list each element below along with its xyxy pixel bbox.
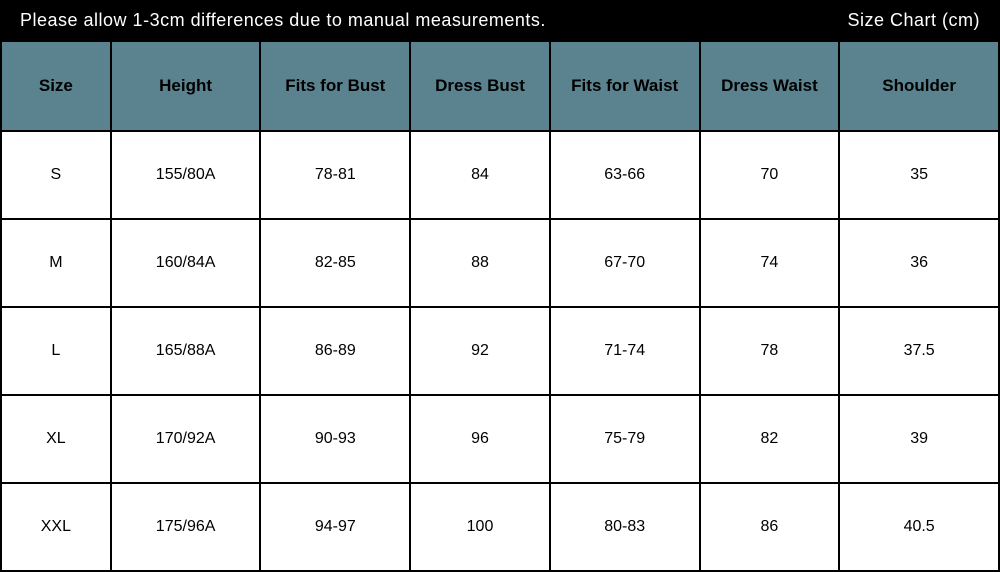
cell-fits-waist: 63-66 (550, 131, 700, 219)
table-row: S 155/80A 78-81 84 63-66 70 35 (1, 131, 999, 219)
col-header-fits-bust: Fits for Bust (260, 41, 410, 131)
cell-fits-bust: 82-85 (260, 219, 410, 307)
cell-height: 175/96A (111, 483, 261, 571)
size-chart-table: Size Height Fits for Bust Dress Bust Fit… (0, 40, 1000, 572)
cell-size: L (1, 307, 111, 395)
table-row: M 160/84A 82-85 88 67-70 74 36 (1, 219, 999, 307)
cell-dress-waist: 74 (700, 219, 840, 307)
banner: Please allow 1-3cm differences due to ma… (0, 0, 1000, 40)
cell-dress-bust: 88 (410, 219, 550, 307)
cell-fits-waist: 75-79 (550, 395, 700, 483)
cell-fits-bust: 94-97 (260, 483, 410, 571)
cell-size: XL (1, 395, 111, 483)
table-row: XXL 175/96A 94-97 100 80-83 86 40.5 (1, 483, 999, 571)
cell-height: 160/84A (111, 219, 261, 307)
cell-dress-bust: 96 (410, 395, 550, 483)
cell-shoulder: 39 (839, 395, 999, 483)
cell-shoulder: 37.5 (839, 307, 999, 395)
cell-dress-waist: 86 (700, 483, 840, 571)
cell-size: XXL (1, 483, 111, 571)
table-row: XL 170/92A 90-93 96 75-79 82 39 (1, 395, 999, 483)
cell-size: S (1, 131, 111, 219)
cell-shoulder: 36 (839, 219, 999, 307)
cell-dress-waist: 78 (700, 307, 840, 395)
cell-dress-waist: 82 (700, 395, 840, 483)
cell-fits-bust: 78-81 (260, 131, 410, 219)
cell-fits-bust: 86-89 (260, 307, 410, 395)
col-header-dress-waist: Dress Waist (700, 41, 840, 131)
table-row: L 165/88A 86-89 92 71-74 78 37.5 (1, 307, 999, 395)
col-header-shoulder: Shoulder (839, 41, 999, 131)
cell-fits-bust: 90-93 (260, 395, 410, 483)
col-header-size: Size (1, 41, 111, 131)
cell-dress-bust: 84 (410, 131, 550, 219)
col-header-dress-bust: Dress Bust (410, 41, 550, 131)
cell-dress-bust: 92 (410, 307, 550, 395)
cell-fits-waist: 67-70 (550, 219, 700, 307)
cell-shoulder: 40.5 (839, 483, 999, 571)
table-header-row: Size Height Fits for Bust Dress Bust Fit… (1, 41, 999, 131)
cell-size: M (1, 219, 111, 307)
banner-title: Size Chart (cm) (847, 10, 980, 31)
cell-shoulder: 35 (839, 131, 999, 219)
cell-height: 155/80A (111, 131, 261, 219)
cell-height: 165/88A (111, 307, 261, 395)
cell-dress-bust: 100 (410, 483, 550, 571)
cell-dress-waist: 70 (700, 131, 840, 219)
col-header-fits-waist: Fits for Waist (550, 41, 700, 131)
cell-fits-waist: 71-74 (550, 307, 700, 395)
cell-height: 170/92A (111, 395, 261, 483)
cell-fits-waist: 80-83 (550, 483, 700, 571)
col-header-height: Height (111, 41, 261, 131)
banner-note: Please allow 1-3cm differences due to ma… (20, 10, 546, 31)
